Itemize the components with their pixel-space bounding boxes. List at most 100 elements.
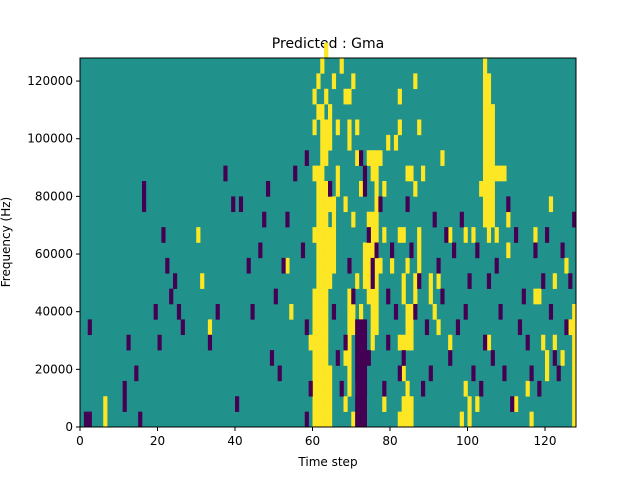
heatmap-cell-high — [428, 288, 433, 305]
heatmap-cell-high — [370, 150, 375, 166]
heatmap-cell-high — [409, 411, 414, 428]
heatmap-cell-low — [397, 365, 402, 382]
heatmap-cell-low — [300, 242, 306, 259]
heatmap-cell-high — [312, 88, 317, 105]
heatmap-cell-high — [328, 396, 333, 412]
heatmap-cell-high — [347, 365, 352, 382]
heatmap-cell-low — [374, 242, 379, 259]
heatmap-cell-low — [486, 273, 492, 289]
heatmap-cell-high — [374, 273, 379, 289]
heatmap-cell-high — [351, 211, 356, 228]
heatmap-cell-low — [304, 319, 309, 336]
heatmap-cell-low — [413, 304, 418, 320]
heatmap-cell-low — [521, 288, 526, 305]
heatmap-cell-high — [463, 227, 468, 243]
heatmap-cell-low — [331, 304, 337, 320]
heatmap-cell-high — [486, 134, 492, 151]
heatmap-cell-high — [351, 73, 356, 90]
heatmap-cell-high — [316, 288, 321, 305]
heatmap-cell-low — [207, 334, 213, 351]
heatmap-cell-low — [541, 273, 546, 289]
heatmap-cell-high — [370, 242, 375, 259]
heatmap-cell-high — [483, 150, 488, 166]
heatmap-cell-high — [320, 257, 325, 274]
heatmap-cell-low — [382, 380, 387, 397]
heatmap-cell-high — [401, 334, 406, 351]
heatmap-cell-high — [324, 304, 329, 320]
heatmap-cell-low — [359, 380, 364, 397]
heatmap-cell-high — [324, 334, 329, 351]
heatmap-cell-high — [502, 165, 507, 182]
heatmap-cell-high — [320, 396, 325, 412]
heatmap-cell-high — [331, 211, 337, 228]
heatmap-cell-high — [351, 411, 356, 428]
heatmap-cell-high — [312, 304, 317, 320]
heatmap-cell-high — [328, 227, 333, 243]
heatmap-cell-high — [432, 304, 437, 320]
heatmap-cell-high — [572, 380, 577, 397]
heatmap-cell-high — [448, 334, 453, 351]
heatmap-cell-low — [87, 411, 92, 428]
heatmap-cell-high — [320, 165, 325, 182]
heatmap-cell-low — [285, 211, 290, 228]
heatmap-cell-low — [459, 211, 464, 228]
heatmap-cell-high — [405, 380, 410, 397]
heatmap-cell-low — [525, 334, 530, 351]
heatmap-cell-high — [409, 396, 414, 412]
heatmap-cell-high — [328, 365, 333, 382]
heatmap-cell-high — [486, 88, 492, 105]
heatmap-cell-high — [405, 319, 410, 336]
heatmap-cell-high — [316, 242, 321, 259]
heatmap-cell-high — [545, 350, 550, 366]
heatmap-cell-low — [483, 334, 488, 351]
heatmap-cell-low — [362, 181, 368, 197]
heatmap-cell-high — [320, 134, 325, 151]
heatmap-cell-high — [397, 411, 402, 428]
heatmap-cell-high — [328, 119, 333, 136]
heatmap-cell-low — [355, 365, 360, 382]
heatmap-cell-high — [308, 334, 313, 351]
heatmap-cell-low — [277, 365, 282, 382]
x-axis: 0 20 40 60 80 100 120 — [76, 427, 556, 448]
plot-frame — [79, 57, 577, 428]
heatmap-cell-high — [331, 242, 337, 259]
heatmap-cell-low — [479, 380, 484, 397]
x-tick-label: 120 — [534, 434, 557, 448]
heatmap-cell-low — [134, 365, 139, 382]
heatmap-cell-high — [312, 380, 317, 397]
heatmap-cell-high — [347, 350, 352, 366]
heatmap-cell-high — [494, 165, 499, 182]
heatmap-cell-high — [331, 227, 337, 243]
heatmap-cell-high — [320, 227, 325, 243]
y-tick-label: 20000 — [35, 362, 73, 376]
heatmap-cell-high — [320, 319, 325, 336]
heatmap-cell-low — [362, 334, 368, 351]
heatmap-cell-high — [572, 411, 577, 428]
heatmap-cell-high — [362, 257, 368, 274]
heatmap-cell-high — [506, 211, 511, 228]
heatmap-cell-high — [486, 227, 492, 243]
heatmap-cell-high — [324, 288, 329, 305]
heatmap-cell-high — [324, 196, 329, 213]
heatmap-cell-high — [506, 242, 511, 259]
heatmap-cell-high — [413, 73, 418, 90]
heatmap-cell-high — [324, 150, 329, 166]
heatmap-cell-low — [238, 196, 244, 213]
heatmap-cell-low — [421, 380, 426, 397]
heatmap-cell-low — [490, 350, 495, 366]
heatmap-cell-high — [312, 396, 317, 412]
heatmap-cell-high — [328, 104, 333, 120]
heatmap-cell-high — [289, 304, 294, 320]
heatmap-cell-high — [324, 119, 329, 136]
heatmap-cell-high — [374, 257, 379, 274]
heatmap-cell-low — [304, 150, 309, 166]
heatmap-cell-low — [339, 380, 344, 397]
heatmap-cell-low — [87, 319, 92, 336]
heatmap-cell-high — [413, 273, 418, 289]
heatmap-cell-low — [165, 257, 170, 274]
y-tick-label: 60000 — [35, 247, 73, 261]
heatmap-cell-high — [316, 319, 321, 336]
heatmap-cell-high — [467, 396, 472, 412]
heatmap-cell-high — [324, 273, 329, 289]
heatmap-cell-high — [490, 134, 495, 151]
